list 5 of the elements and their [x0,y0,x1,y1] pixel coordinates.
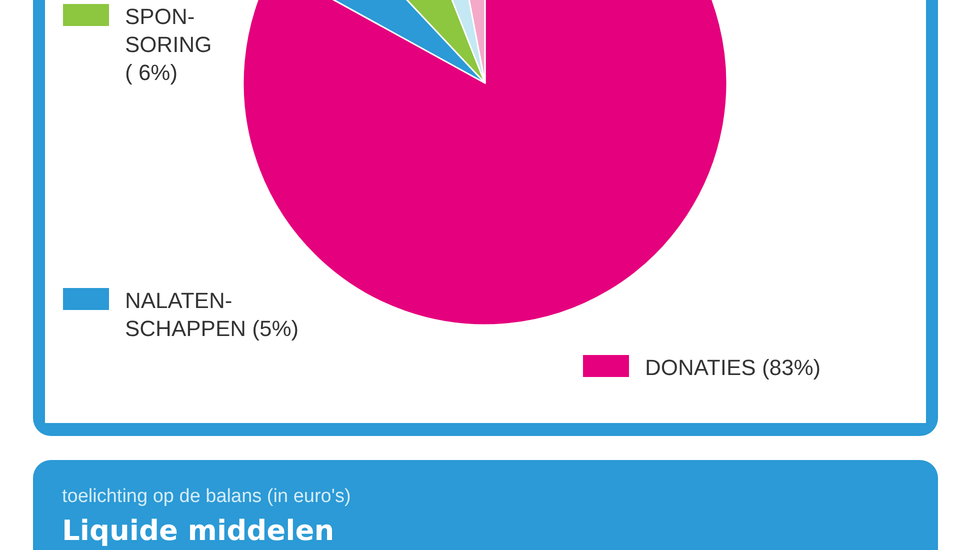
text: toelichting op de balans (in euro's) [62,486,351,507]
legend-label: DONATIES (83%) [645,355,821,380]
legend-label: SPON- SORING ( 6%) [125,4,212,85]
legend-label: NALATEN- SCHAPPEN (5%) [125,288,299,341]
text: Liquide middelen [62,514,334,547]
